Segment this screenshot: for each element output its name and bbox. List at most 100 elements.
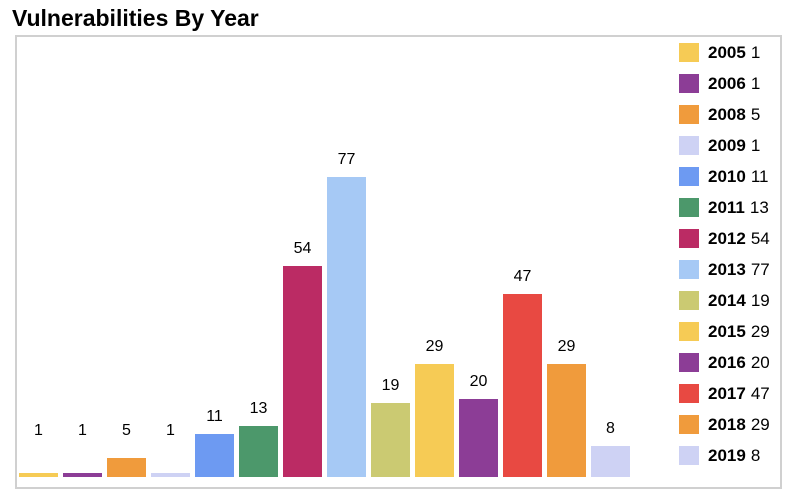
legend-swatch: [679, 229, 699, 248]
legend-item-2009[interactable]: 2009 1: [679, 130, 770, 161]
legend-item-2008[interactable]: 2008 5: [679, 99, 770, 130]
bar-group-2006: 1: [63, 423, 102, 477]
bar-group-2019: 8: [591, 419, 630, 477]
bar-2015[interactable]: [415, 363, 454, 477]
legend-item-2006[interactable]: 2006 1: [679, 68, 770, 99]
legend-swatch: [679, 322, 699, 341]
bar-value-label: 1: [34, 422, 43, 440]
chart-area: 1 1 5 1 11 13 54 77 19 29 20 47 29 8 2005 1 2006 1 2008 5 2…: [15, 35, 782, 489]
legend-item-2011[interactable]: 2011 13: [679, 192, 770, 223]
bar-value-label: 29: [557, 337, 576, 355]
bar-2010[interactable]: [195, 434, 234, 477]
bar-2019[interactable]: [591, 445, 630, 477]
bar-value-label: 8: [606, 419, 615, 437]
bar-2009[interactable]: [151, 473, 190, 477]
legend-count: 1: [750, 43, 761, 62]
legend-item-2015[interactable]: 2015 29: [679, 316, 770, 347]
legend-year: 2018: [708, 415, 746, 434]
legend-item-2013[interactable]: 2013 77: [679, 254, 770, 285]
legend-item-2012[interactable]: 2012 54: [679, 223, 770, 254]
bar-value-label: 77: [337, 150, 356, 168]
bar-value-label: 5: [122, 422, 131, 439]
legend-year: 2013: [708, 260, 746, 279]
legend-count: 54: [750, 229, 770, 248]
bar-2008[interactable]: [107, 457, 146, 477]
legend-swatch: [679, 384, 699, 403]
legend-item-2019[interactable]: 2019 8: [679, 440, 770, 471]
bar-group-2013: 77: [327, 150, 366, 477]
legend-swatch: [679, 353, 699, 372]
bar-group-2016: 20: [459, 374, 498, 477]
legend-count: 11: [750, 167, 769, 186]
legend-year: 2009: [708, 136, 746, 155]
legend-count: 8: [750, 446, 761, 465]
legend-year: 2008: [708, 105, 746, 124]
legend-count: 5: [750, 105, 761, 124]
bar-value-label: 1: [166, 422, 175, 440]
legend-year: 2010: [708, 167, 746, 186]
bar-group-2008: 5: [107, 423, 146, 477]
legend-count: 29: [750, 322, 770, 341]
legend-count: 1: [750, 136, 761, 155]
bar-2016[interactable]: [459, 399, 498, 477]
bar-value-label: 11: [206, 408, 223, 426]
legend-swatch: [679, 291, 699, 310]
legend-item-2017[interactable]: 2017 47: [679, 378, 770, 409]
bar-group-2009: 1: [151, 423, 190, 477]
legend-item-2014[interactable]: 2014 19: [679, 285, 770, 316]
bar-2005[interactable]: [19, 473, 58, 477]
bar-group-2011: 13: [239, 401, 278, 477]
legend-year: 2011: [708, 198, 745, 217]
bar-value-label: 19: [381, 376, 400, 394]
bar-group-2012: 54: [283, 241, 322, 477]
bar-2014[interactable]: [371, 402, 410, 477]
bar-value-label: 54: [293, 240, 312, 258]
bar-group-2018: 29: [547, 337, 586, 477]
bar-value-label: 20: [469, 373, 488, 390]
legend-count: 47: [750, 384, 770, 403]
legend-swatch: [679, 74, 699, 93]
legend-year: 2012: [708, 229, 746, 248]
bar-value-label: 29: [425, 337, 444, 355]
bar-2012[interactable]: [283, 266, 322, 477]
bar-2011[interactable]: [239, 426, 278, 477]
legend-swatch: [679, 415, 699, 434]
bar-group-2010: 11: [195, 409, 234, 477]
legend-count: 13: [749, 198, 769, 217]
legend-swatch: [679, 260, 699, 279]
bar-value-label: 1: [78, 422, 87, 440]
bar-value-label: 47: [513, 267, 532, 285]
bar-2013[interactable]: [327, 176, 366, 477]
legend-year: 2016: [708, 353, 746, 372]
legend-year: 2014: [708, 291, 746, 310]
bar-group-2017: 47: [503, 267, 542, 477]
legend-swatch: [679, 167, 699, 186]
chart-title: Vulnerabilities By Year: [12, 5, 259, 31]
legend-year: 2005: [708, 43, 746, 62]
legend-year: 2006: [708, 74, 746, 93]
bar-value-label: 13: [249, 400, 268, 418]
legend-swatch: [679, 105, 699, 124]
legend-year: 2019: [708, 446, 746, 465]
bar-2017[interactable]: [503, 293, 542, 477]
legend-item-2016[interactable]: 2016 20: [679, 347, 770, 378]
legend-count: 29: [750, 415, 770, 434]
legend-swatch: [679, 446, 699, 465]
bar-2018[interactable]: [547, 363, 586, 477]
legend-item-2010[interactable]: 2010 11: [679, 161, 770, 192]
legend: 2005 1 2006 1 2008 5 2009 1 2010 11 2011 13 2012 54 20…: [679, 37, 770, 471]
legend-count: 20: [750, 353, 770, 372]
legend-count: 1: [750, 74, 761, 93]
legend-swatch: [679, 136, 699, 155]
legend-count: 77: [750, 260, 770, 279]
legend-item-2018[interactable]: 2018 29: [679, 409, 770, 440]
legend-item-2005[interactable]: 2005 1: [679, 37, 770, 68]
legend-year: 2017: [708, 384, 746, 403]
legend-count: 19: [750, 291, 770, 310]
bar-group-2015: 29: [415, 337, 454, 477]
legend-swatch: [679, 43, 699, 62]
bar-2006[interactable]: [63, 473, 102, 477]
legend-year: 2015: [708, 322, 746, 341]
bar-group-2014: 19: [371, 376, 410, 477]
